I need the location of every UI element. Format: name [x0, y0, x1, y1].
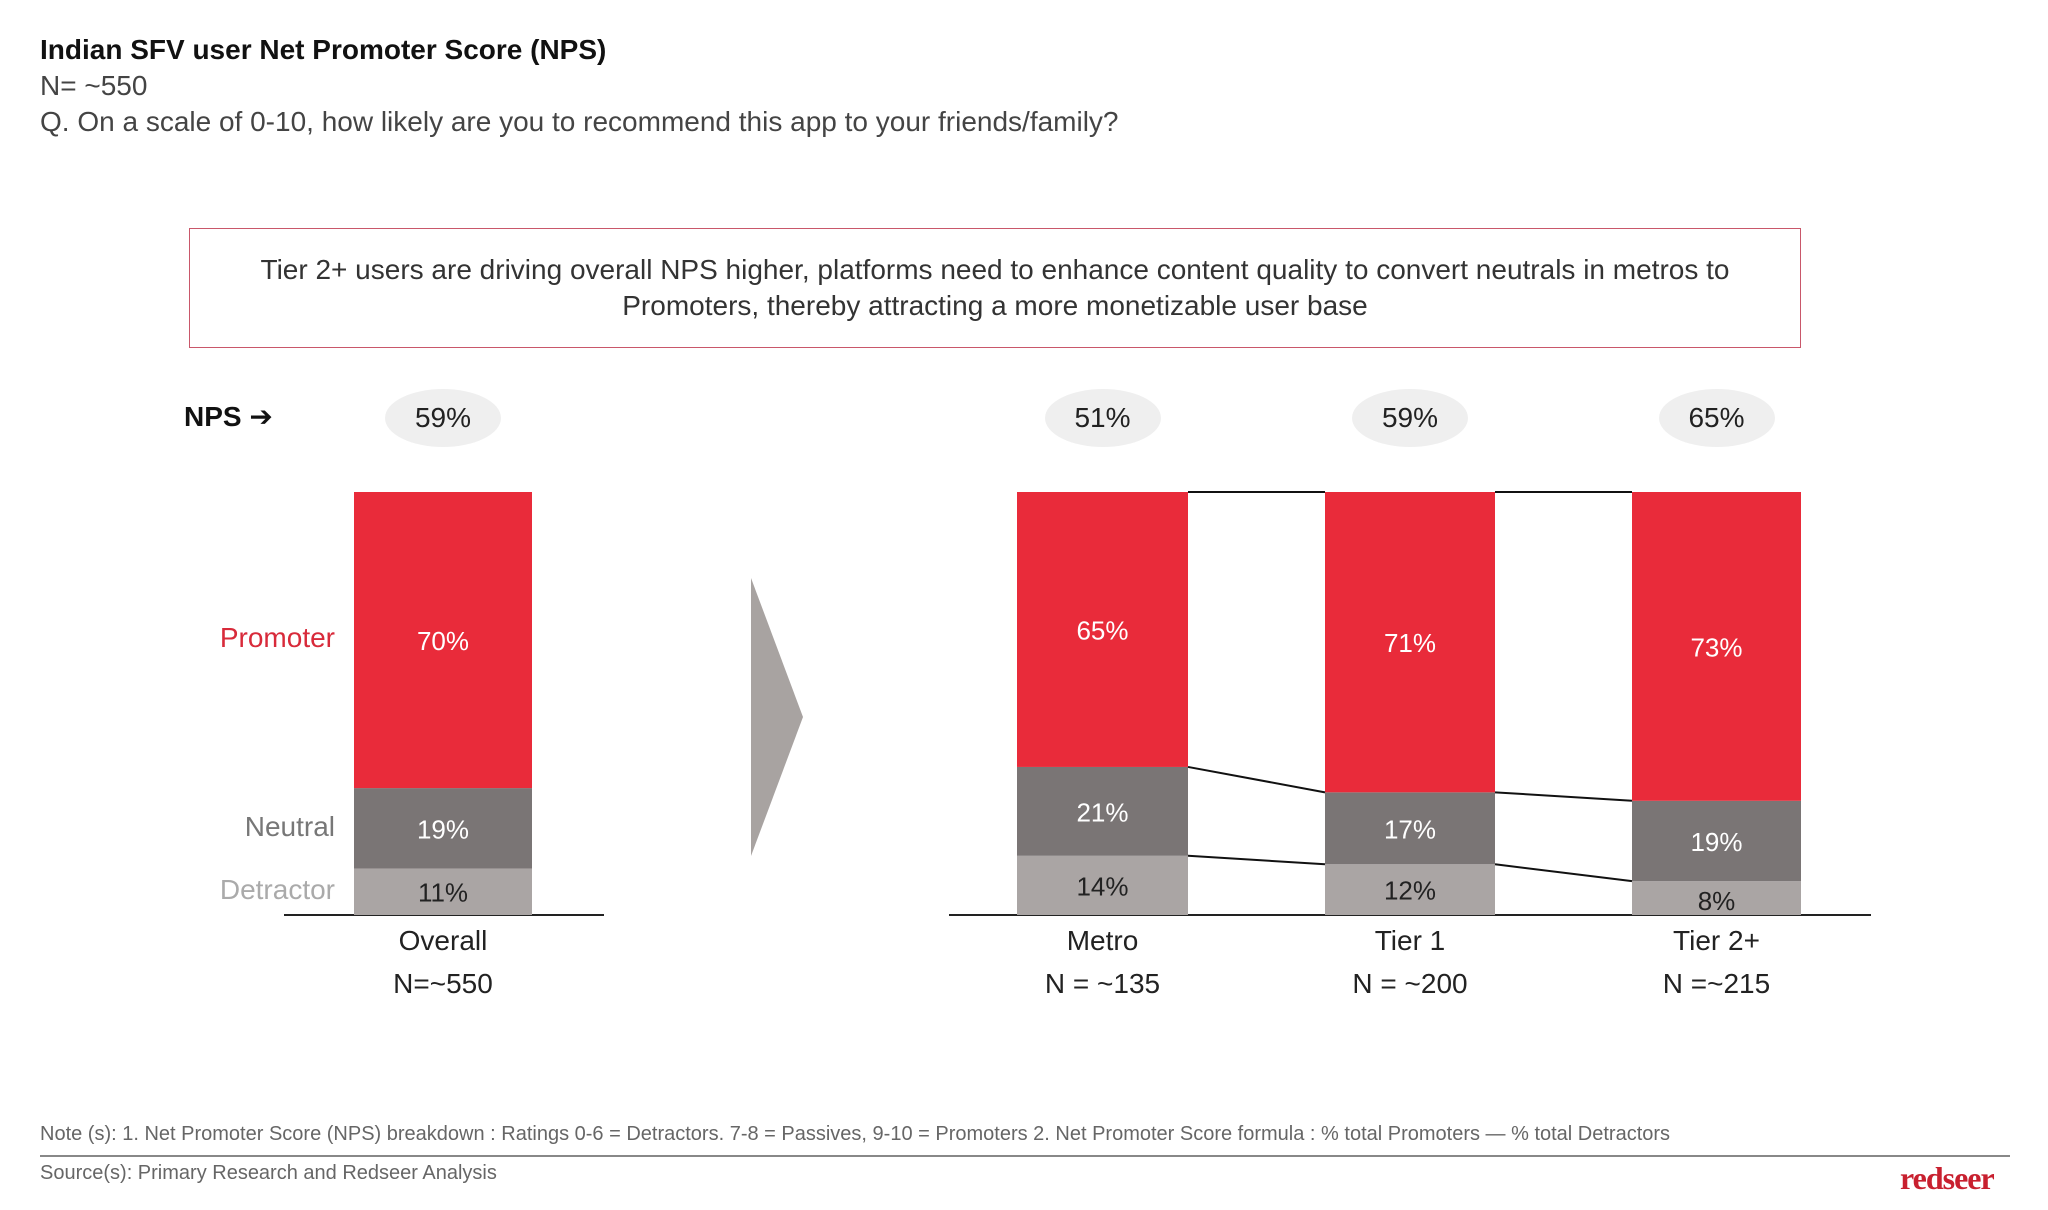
- sample-size-label: N =~215: [1662, 968, 1771, 999]
- page-title: Indian SFV user Net Promoter Score (NPS): [40, 34, 607, 65]
- bar-promoter-tier2: [1632, 492, 1801, 801]
- bar-promoter-overall: [354, 492, 532, 789]
- callout-box: Tier 2+ users are driving overall NPS hi…: [189, 228, 1801, 348]
- legend-detractor: Detractor: [219, 874, 335, 905]
- chevron-arrow-icon: [751, 578, 803, 856]
- data-label: 14%: [1076, 871, 1128, 901]
- sample-size: N= ~550: [40, 70, 148, 101]
- bar-promoter-metro: [1017, 492, 1188, 767]
- bar-detractor-tier1: [1325, 864, 1495, 915]
- nps-stacked-bar-chart: 11% 19% 70% 14% 21% 65% 12% 17% 71% 8% 19% 73%: [284, 491, 1871, 916]
- connector-line: [1494, 791, 1633, 802]
- bar-neutral-overall: [354, 788, 532, 869]
- arrow-right-icon: ➔: [249, 401, 273, 432]
- sample-size-label: N = ~200: [1352, 968, 1468, 999]
- bar-neutral-tier2: [1632, 800, 1801, 882]
- nps-value-badge: 59%: [1352, 389, 1468, 447]
- data-label: 8%: [1698, 886, 1736, 916]
- connector-line: [1187, 765, 1326, 794]
- category-label: Metro: [1066, 925, 1139, 956]
- bar-neutral-tier1: [1325, 792, 1495, 865]
- nps-value-badge: 59%: [385, 389, 501, 447]
- data-label: 17%: [1384, 814, 1436, 844]
- bar-detractor-metro: [1017, 855, 1188, 915]
- bar-detractor-overall: [354, 868, 532, 915]
- nps-value-badge: 51%: [1044, 389, 1161, 447]
- redseer-logo: redseer: [1900, 1160, 1995, 1196]
- data-label: 12%: [1384, 876, 1436, 906]
- nps-label: NPS ➔: [184, 400, 273, 433]
- data-label: 73%: [1690, 632, 1742, 662]
- category-label: Tier 2+: [1673, 925, 1760, 956]
- data-label: 19%: [1690, 827, 1742, 857]
- bar-promoter-tier1: [1325, 492, 1495, 793]
- survey-question: Q. On a scale of 0-10, how likely are yo…: [40, 106, 1119, 137]
- bar-detractor-tier2: [1632, 881, 1801, 915]
- data-label: 11%: [418, 878, 468, 908]
- nps-label-text: NPS: [184, 401, 242, 432]
- legend-promoter: Promoter: [219, 622, 335, 653]
- data-label: 71%: [1384, 628, 1436, 658]
- footer-divider: [40, 1155, 2010, 1157]
- footnote: Note (s): 1. Net Promoter Score (NPS) br…: [40, 1123, 1671, 1145]
- connector-line: [1187, 854, 1326, 866]
- data-label: 65%: [1076, 615, 1128, 645]
- data-label: 70%: [417, 626, 469, 656]
- category-label: Tier 1: [1374, 925, 1446, 956]
- nps-value-badge: 65%: [1658, 389, 1775, 447]
- category-label: Overall: [398, 925, 488, 956]
- data-label: 19%: [417, 814, 469, 844]
- legend-neutral: Neutral: [244, 811, 335, 842]
- source-note: Source(s): Primary Research and Redseer …: [40, 1162, 497, 1184]
- data-label: 21%: [1076, 797, 1128, 827]
- bar-neutral-metro: [1017, 766, 1188, 856]
- sample-size-label: N=~550: [393, 968, 493, 999]
- connector-line: [1494, 863, 1633, 883]
- sample-size-label: N = ~135: [1044, 968, 1161, 999]
